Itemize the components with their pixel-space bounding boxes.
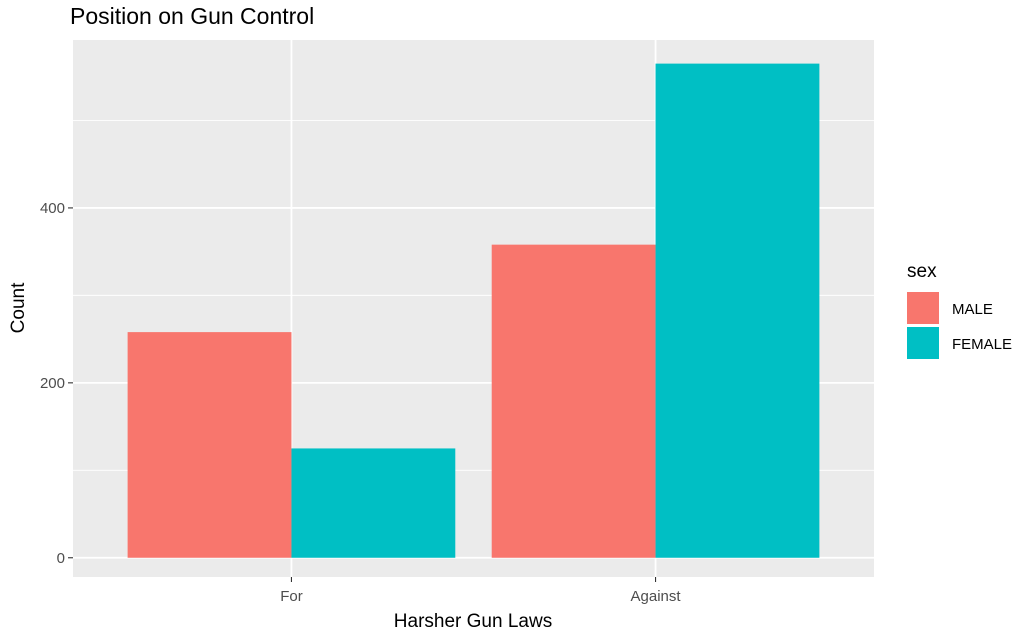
y-axis: 0 200 400 [40, 200, 73, 567]
legend: sex MALE FEMALE [907, 261, 1012, 359]
x-axis-title: Harsher Gun Laws [394, 611, 552, 632]
bar-female-against [655, 63, 820, 558]
legend-key-male [907, 292, 939, 324]
x-tick-label: Against [631, 588, 682, 605]
legend-label-male: MALE [952, 301, 993, 318]
bar-male-against [491, 244, 656, 558]
legend-label-female: FEMALE [952, 336, 1012, 353]
y-tick-label: 0 [57, 550, 65, 567]
y-tick-label: 400 [40, 200, 65, 217]
bar-male-for [127, 332, 292, 558]
bar-female-for [291, 448, 456, 558]
y-tick-label: 200 [40, 375, 65, 392]
y-axis-title: Count [8, 282, 29, 333]
legend-title: sex [907, 261, 937, 282]
legend-items: MALE FEMALE [907, 292, 1012, 359]
x-tick-label: For [280, 588, 303, 605]
legend-key-female [907, 327, 939, 359]
x-axis: For Against [280, 577, 681, 605]
bars [127, 63, 820, 558]
chart-title: Position on Gun Control [70, 3, 314, 29]
